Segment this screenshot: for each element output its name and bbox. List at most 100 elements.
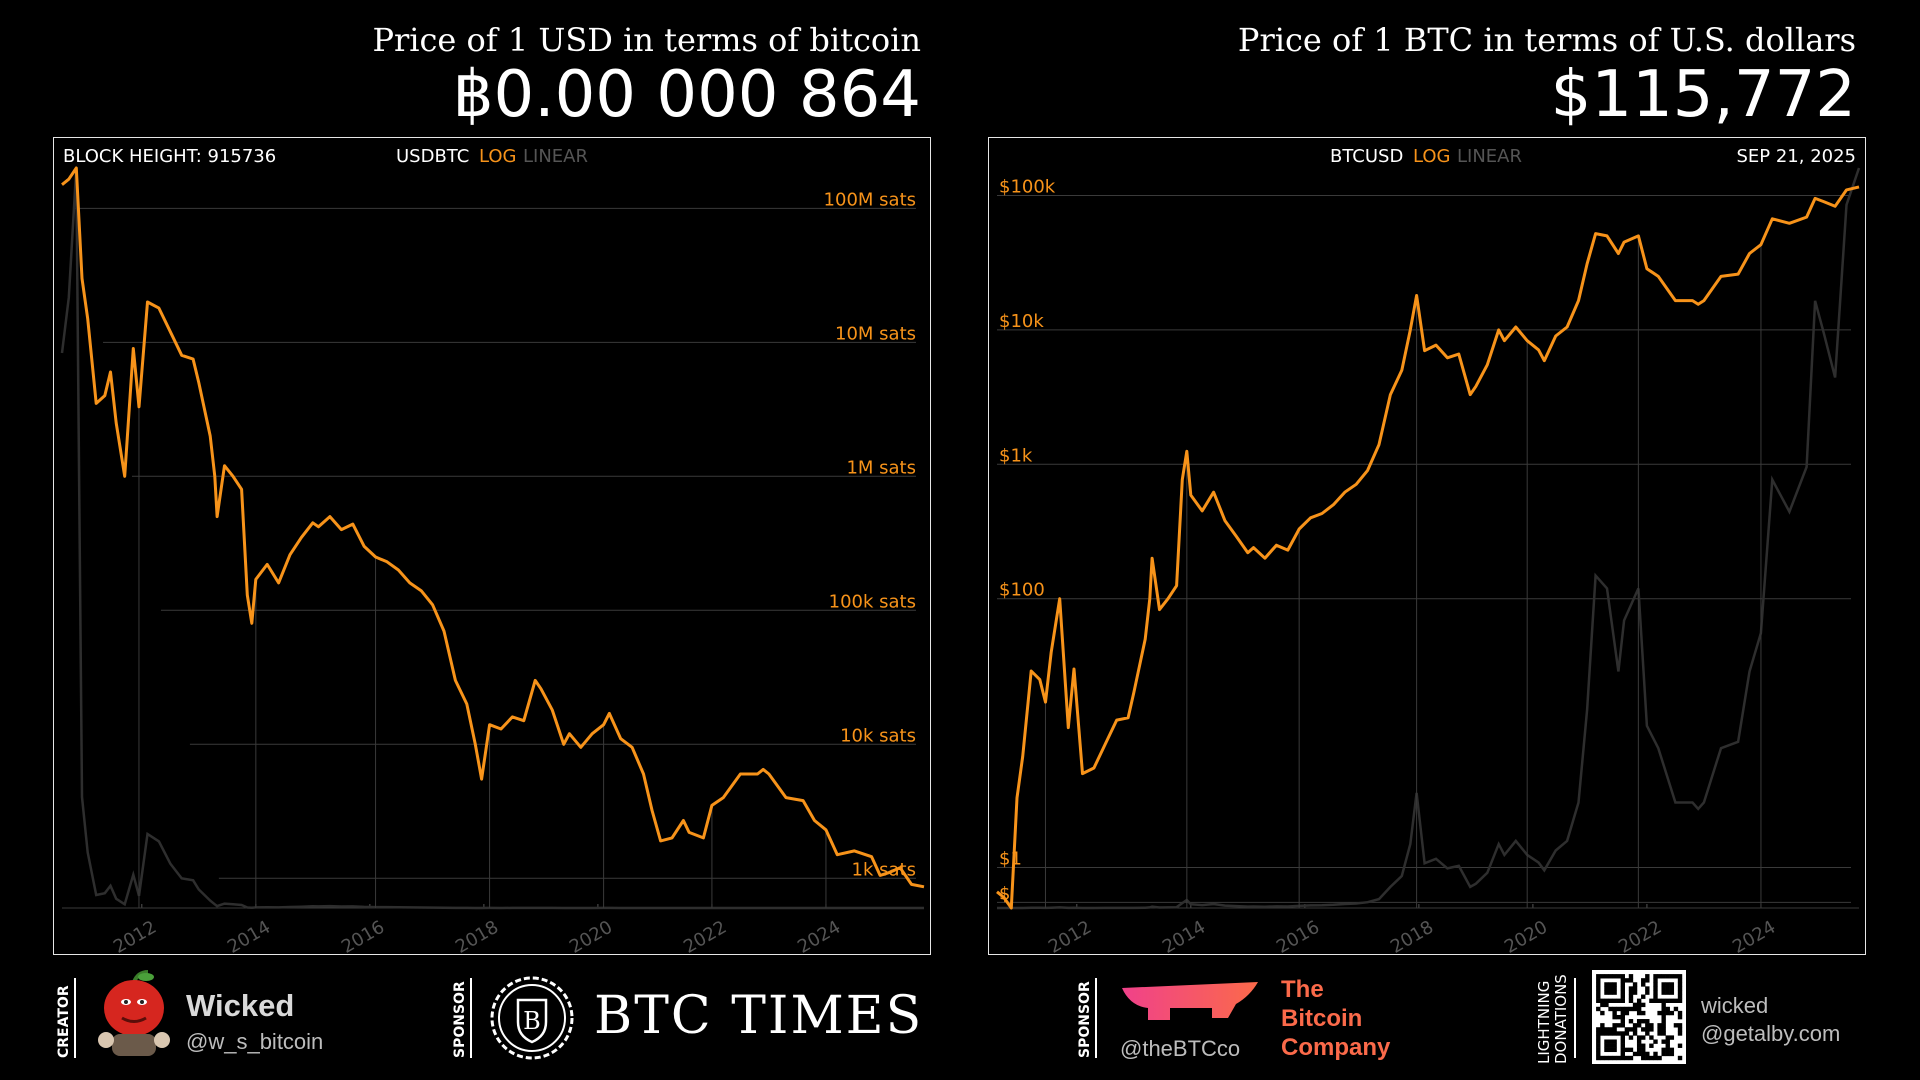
qr-module bbox=[1596, 982, 1601, 987]
qr-module bbox=[1645, 1031, 1650, 1036]
btcco-handle[interactable]: @theBTCco bbox=[1120, 1036, 1241, 1061]
qr-module bbox=[1641, 1051, 1646, 1057]
qr-module bbox=[1677, 998, 1683, 1003]
qr-module bbox=[1596, 994, 1601, 999]
qr-module bbox=[1677, 1031, 1683, 1036]
qr-module bbox=[1596, 1035, 1601, 1040]
qr-module bbox=[1649, 1027, 1654, 1032]
qr-module bbox=[1632, 982, 1638, 987]
qr-module bbox=[1645, 1051, 1650, 1057]
qr-module bbox=[1596, 1006, 1601, 1012]
creator-divider bbox=[74, 978, 76, 1058]
qr-module bbox=[1616, 998, 1621, 1003]
bitcoin-company-logo bbox=[1122, 982, 1258, 1020]
sponsor-divider bbox=[470, 978, 472, 1058]
qr-module bbox=[1669, 986, 1675, 991]
qr-module bbox=[1628, 1035, 1634, 1040]
bitcoin-company-name: The Bitcoin Company bbox=[1281, 975, 1390, 1062]
qr-module bbox=[1596, 1055, 1601, 1061]
qr-module bbox=[1628, 986, 1634, 991]
qr-module bbox=[1649, 1035, 1654, 1040]
qr-module bbox=[1669, 1051, 1675, 1057]
qr-module bbox=[1600, 974, 1605, 979]
qr-module bbox=[1604, 1047, 1609, 1053]
qr-module bbox=[1665, 982, 1670, 987]
qr-module bbox=[1653, 986, 1658, 991]
qr-module bbox=[1673, 1006, 1679, 1012]
lightning-donations-label: LIGHTNING DONATIONS bbox=[1535, 974, 1570, 1064]
qr-module bbox=[1657, 1055, 1662, 1061]
usdbtc-log-toggle[interactable]: LOG bbox=[479, 146, 517, 167]
x-tick-label: 2022 bbox=[680, 917, 730, 956]
qr-module bbox=[1636, 1051, 1642, 1057]
qr-module bbox=[1616, 974, 1621, 979]
qr-module bbox=[1653, 974, 1658, 979]
x-tick-label: 2014 bbox=[1159, 917, 1209, 956]
y-tick-label: $10k bbox=[999, 311, 1044, 332]
qr-module bbox=[1620, 1019, 1625, 1024]
usdbtc-chart-panel: 100M sats 10M sats 1M sats 100k sats 10k sat… bbox=[53, 137, 931, 956]
qr-module bbox=[1677, 1014, 1683, 1020]
qr-module bbox=[1604, 986, 1609, 991]
qr-module bbox=[1620, 1023, 1625, 1028]
qr-module bbox=[1645, 978, 1650, 983]
qr-module bbox=[1649, 1055, 1654, 1061]
btc-in-usd-headline: Price of 1 BTC in terms of U.S. dollars … bbox=[988, 20, 1856, 130]
qr-module bbox=[1641, 994, 1646, 999]
qr-module bbox=[1624, 1031, 1630, 1036]
usdbtc-linear-toggle[interactable]: LINEAR bbox=[523, 146, 588, 167]
qr-module bbox=[1632, 1006, 1638, 1012]
btctimes-name[interactable]: BTC TIMES bbox=[594, 986, 924, 1046]
qr-module bbox=[1661, 1014, 1666, 1020]
lightning-qr-code[interactable] bbox=[1592, 970, 1686, 1064]
qr-module bbox=[1612, 990, 1617, 995]
qr-module bbox=[1677, 974, 1683, 979]
qr-module bbox=[1673, 974, 1679, 979]
usdbtc-chart: 100M sats 10M sats 1M sats 100k sats 10k sat… bbox=[60, 166, 925, 956]
qr-module bbox=[1636, 1047, 1642, 1053]
qr-module bbox=[1677, 1043, 1683, 1048]
qr-module bbox=[1616, 1014, 1621, 1020]
qr-module bbox=[1620, 1039, 1625, 1044]
creator-handle[interactable]: @w_s_bitcoin bbox=[186, 1029, 324, 1054]
qr-module bbox=[1628, 1019, 1634, 1024]
qr-module bbox=[1612, 1010, 1617, 1016]
qr-module bbox=[1632, 1002, 1638, 1008]
qr-module bbox=[1600, 1002, 1605, 1008]
y-tick-label: $100 bbox=[999, 580, 1045, 601]
qr-module bbox=[1645, 1027, 1650, 1032]
y-tick-label: 10k sats bbox=[840, 725, 916, 746]
qr-module bbox=[1636, 1010, 1642, 1016]
qr-module bbox=[1612, 998, 1617, 1003]
creator-name: Wicked bbox=[186, 988, 295, 1023]
qr-module bbox=[1665, 1010, 1670, 1016]
qr-module bbox=[1600, 1023, 1605, 1028]
btcusd-log-toggle[interactable]: LOG bbox=[1413, 146, 1451, 167]
qr-module bbox=[1657, 998, 1662, 1003]
qr-module bbox=[1620, 1014, 1625, 1020]
qr-module bbox=[1608, 990, 1613, 995]
qr-module bbox=[1665, 1043, 1670, 1048]
qr-module bbox=[1604, 1027, 1609, 1032]
qr-module bbox=[1620, 974, 1625, 979]
qr-module bbox=[1661, 986, 1666, 991]
lightning-address-line2: @getalby.com bbox=[1701, 1021, 1841, 1046]
qr-module bbox=[1596, 990, 1601, 995]
btctimes-logo-letter: B bbox=[523, 1007, 541, 1035]
qr-module bbox=[1661, 1051, 1666, 1057]
qr-module bbox=[1620, 1055, 1625, 1061]
qr-module bbox=[1669, 998, 1675, 1003]
btcusd-linear-toggle[interactable]: LINEAR bbox=[1457, 146, 1522, 167]
x-tick-label: 2016 bbox=[338, 917, 388, 956]
lightning-address[interactable]: wicked @getalby.com bbox=[1701, 992, 1840, 1048]
qr-module bbox=[1657, 1010, 1662, 1016]
qr-module bbox=[1604, 1043, 1609, 1048]
x-tick-label: 2018 bbox=[452, 917, 502, 956]
qr-module bbox=[1677, 982, 1683, 987]
qr-module bbox=[1624, 978, 1630, 983]
qr-module bbox=[1661, 1023, 1666, 1028]
qr-module bbox=[1612, 1031, 1617, 1036]
qr-module bbox=[1628, 998, 1634, 1003]
qr-module bbox=[1665, 1039, 1670, 1044]
qr-module bbox=[1624, 1027, 1630, 1032]
